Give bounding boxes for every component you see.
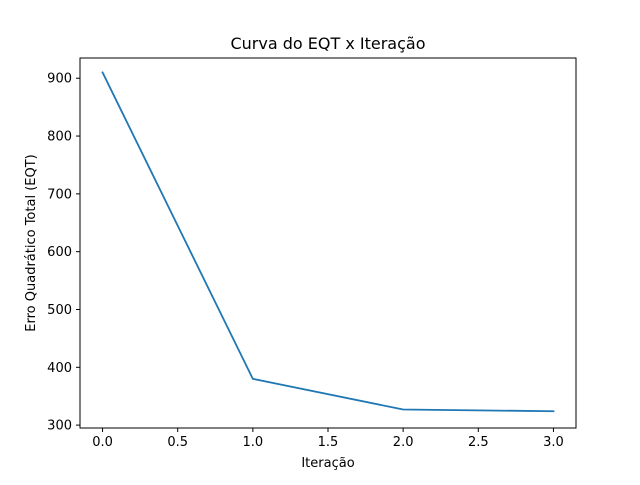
y-axis-ticks: 300 400 500 600 700 800 900 xyxy=(47,72,80,434)
x-tick-label: 3.0 xyxy=(543,435,564,450)
chart-title: Curva do EQT x Iteração xyxy=(230,34,425,53)
x-tick-label: 0.0 xyxy=(92,435,113,450)
x-tick-label: 0.5 xyxy=(167,435,188,450)
y-tick-label: 400 xyxy=(47,361,72,376)
y-axis-label: Erro Quadrático Total (EQT) xyxy=(24,154,39,331)
plot-area xyxy=(101,71,555,413)
x-tick-label: 1.0 xyxy=(243,435,264,450)
y-tick-label: 900 xyxy=(47,72,72,87)
y-tick-label: 300 xyxy=(47,419,72,434)
x-tick-label: 2.0 xyxy=(393,435,414,450)
y-tick-label: 800 xyxy=(47,130,72,145)
x-axis-ticks: 0.0 0.5 1.0 1.5 2.0 2.5 3.0 xyxy=(92,428,564,450)
y-tick-label: 600 xyxy=(47,245,72,260)
x-axis-label: Iteração xyxy=(301,456,354,471)
y-tick-label: 700 xyxy=(47,187,72,202)
x-tick-label: 2.5 xyxy=(468,435,489,450)
x-tick-label: 1.5 xyxy=(318,435,339,450)
series-line-0 xyxy=(101,71,555,413)
y-tick-label: 500 xyxy=(47,303,72,318)
